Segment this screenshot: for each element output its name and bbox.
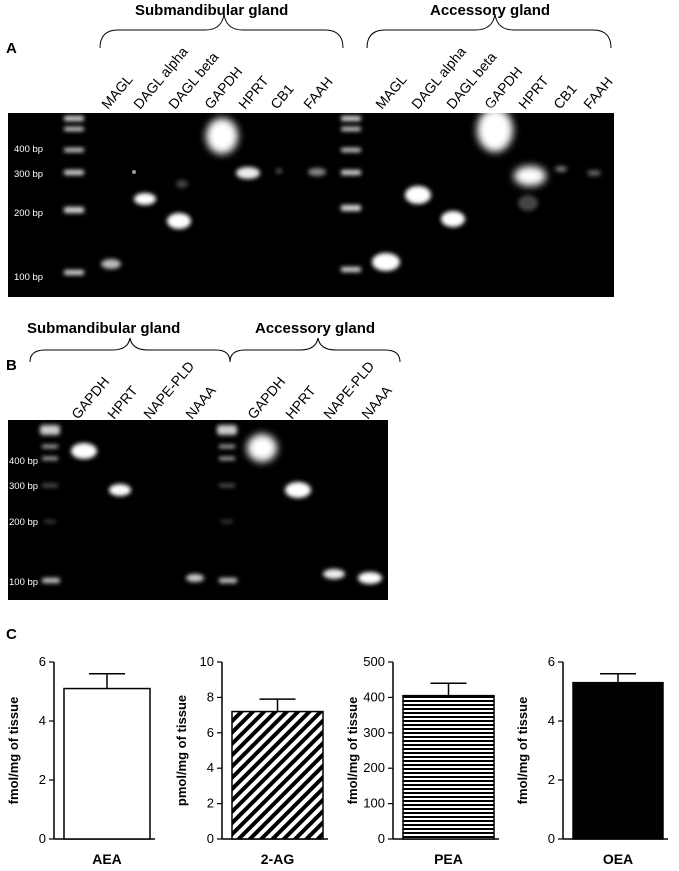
panel-b-brace-left [29, 337, 231, 363]
ladder-label-200: 200 bp [9, 517, 38, 528]
y-tick-label: 6 [548, 654, 555, 669]
bar [572, 681, 664, 840]
y-tick-label: 400 [363, 689, 385, 704]
y-tick-label: 6 [207, 725, 214, 740]
x-category-label: 2-AG [261, 851, 295, 867]
ladder-label-400: 400 bp [9, 456, 38, 467]
panel-b-brace-right [229, 337, 401, 363]
ladder-bands-right [217, 425, 237, 583]
y-tick-label: 2 [207, 796, 214, 811]
y-tick-label: 0 [39, 831, 46, 846]
x-category-label: OEA [603, 851, 633, 867]
panel-a-group-accessory: Accessory gland [430, 2, 551, 19]
lane-label: NAAA [358, 382, 395, 422]
x-category-label: AEA [92, 851, 122, 867]
panel-a-brace-left [99, 13, 344, 49]
lane-label: GAPDH [68, 373, 112, 421]
y-tick-label: 8 [207, 689, 214, 704]
sample-bands-b [71, 434, 382, 584]
panel-b-group-accessory: Accessory gland [255, 320, 376, 337]
y-tick-label: 4 [207, 760, 214, 775]
lane-label: MAGL [98, 71, 136, 112]
ladder-bands-left [64, 116, 84, 275]
y-tick-label: 2 [548, 772, 555, 787]
lane-label: HPRT [282, 382, 319, 422]
ladder-label-200: 200 bp [14, 208, 43, 219]
panel-a-brace-right [366, 13, 612, 49]
panel-b-letter: B [6, 357, 17, 374]
panel-b-group-submandibular: Submandibular gland [27, 320, 181, 337]
bar [63, 687, 151, 840]
panel-a-lane-labels: MAGL DAGL alpha DAGL beta GAPDH HPRT CB1… [98, 43, 616, 111]
x-category-label: PEA [434, 851, 463, 867]
ladder-label-300: 300 bp [14, 169, 43, 180]
y-tick-label: 4 [548, 713, 555, 728]
lane-label: NAAA [182, 382, 219, 422]
lane-label: FAAH [580, 74, 616, 112]
y-axis-label: fmol/mg of tissue [515, 697, 530, 805]
ladder-label-400: 400 bp [14, 144, 43, 155]
y-tick-label: 100 [363, 796, 385, 811]
y-tick-label: 4 [39, 713, 46, 728]
y-tick-label: 0 [378, 831, 385, 846]
panel-c-charts: 0 2 4 6 fmol/mg of tissue AEA 0 2 4 6 8 10 pmol/mg o… [6, 654, 668, 867]
lane-label: HPRT [104, 382, 141, 422]
panel-b-lane-labels: GAPDH HPRT NAPE-PLD NAAA GAPDH HPRT NAPE… [68, 358, 395, 422]
ladder-label-100: 100 bp [9, 577, 38, 588]
y-tick-label: 6 [39, 654, 46, 669]
bar [231, 710, 324, 840]
ladder-bands-left [40, 425, 60, 583]
lane-label: CB1 [550, 81, 580, 112]
y-tick-label: 200 [363, 760, 385, 775]
y-axis-label: fmol/mg of tissue [345, 697, 360, 805]
y-axis-label: fmol/mg of tissue [6, 697, 21, 805]
y-axis-label: pmol/mg of tissue [174, 695, 189, 806]
y-tick-label: 0 [207, 831, 214, 846]
ladder-label-300: 300 bp [9, 481, 38, 492]
y-tick-label: 300 [363, 725, 385, 740]
y-tick-label: 2 [39, 772, 46, 787]
lane-label: MAGL [372, 71, 410, 112]
lane-label: CB1 [267, 81, 297, 112]
bar [402, 694, 495, 840]
sample-bands-left [101, 118, 326, 269]
sample-bands-right [372, 108, 601, 271]
lane-label: FAAH [300, 74, 336, 112]
ladder-label-100: 100 bp [14, 272, 43, 283]
panel-a-group-submandibular: Submandibular gland [135, 2, 289, 19]
y-tick-label: 10 [200, 654, 214, 669]
panel-c-letter: C [6, 626, 17, 643]
panel-a-letter: A [6, 40, 17, 57]
y-tick-label: 0 [548, 831, 555, 846]
panel-a-gel: 400 bp 300 bp 200 bp 100 bp [8, 108, 614, 297]
lane-label: GAPDH [244, 373, 288, 421]
panel-b-gel: 400 bp 300 bp 200 bp 100 bp [8, 420, 388, 600]
y-tick-label: 500 [363, 654, 385, 669]
ladder-bands-right [341, 116, 361, 272]
